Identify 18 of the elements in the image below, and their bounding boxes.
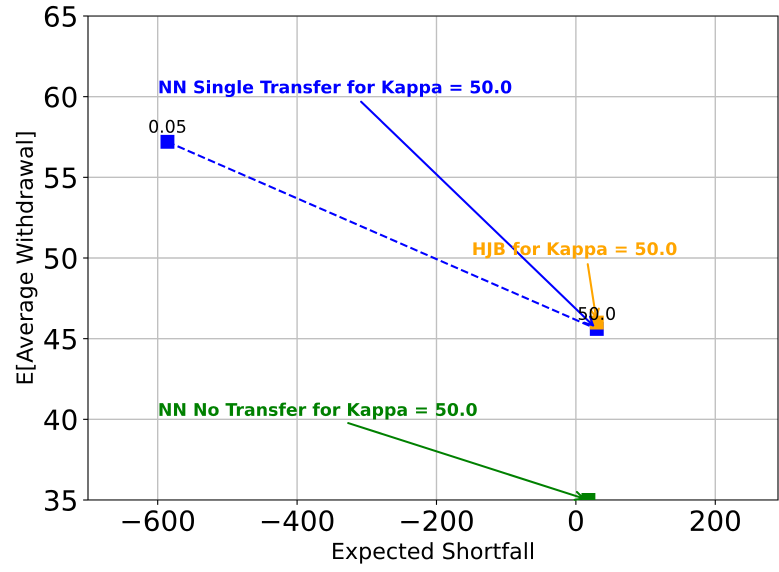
x-tick-label: −200 bbox=[401, 510, 473, 532]
y-tick-label: 45 bbox=[44, 328, 76, 350]
y-tick-label: 55 bbox=[45, 168, 76, 188]
y-tick-label: 40 bbox=[44, 409, 76, 430]
y-tick-label: 35 bbox=[45, 490, 76, 511]
y-axis-title: E[Average Withdrawal] bbox=[16, 132, 38, 384]
point bbox=[160, 134, 174, 149]
x-tick-label: 200 bbox=[690, 510, 740, 532]
y-tick-label: 65 bbox=[44, 6, 76, 27]
y-tick-label: 50 bbox=[45, 248, 76, 269]
annotation: NN Single Transfer for Kappa = 50.0 bbox=[159, 80, 512, 98]
y-tick-label: 60 bbox=[44, 86, 76, 108]
annotation: 0.05 bbox=[149, 120, 186, 133]
x-tick-label: −400 bbox=[262, 510, 334, 532]
x-tick-label: −600 bbox=[122, 510, 194, 532]
annotation: NN No Transfer for Kappa = 50.0 bbox=[159, 402, 477, 420]
x-tick-label: 0 bbox=[568, 510, 583, 532]
x-axis-title: Expected Shortfall bbox=[333, 542, 533, 564]
